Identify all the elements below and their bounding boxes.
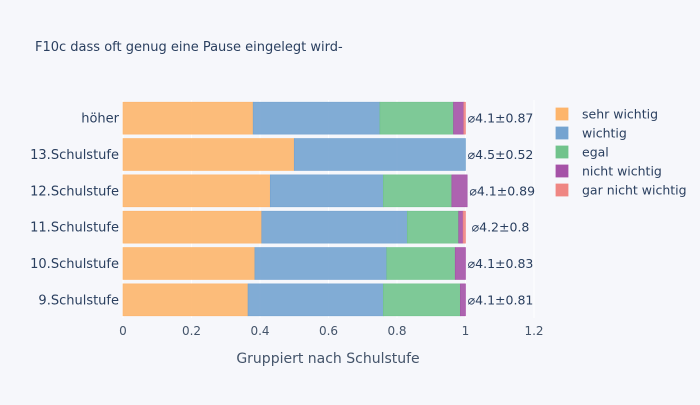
bar-annotation: ⌀4.2±0.8 [472, 220, 530, 235]
legend-swatch [555, 107, 569, 121]
bar-segment[interactable] [386, 247, 456, 280]
legend[interactable]: sehr wichtig wichtig egal nicht wichtig gar … [555, 107, 687, 198]
bar-segment[interactable] [406, 210, 459, 244]
bar-segment[interactable] [382, 283, 461, 317]
legend-label: nicht wichtig [582, 164, 662, 179]
bar-segment[interactable] [293, 138, 466, 171]
bar-annotation: ⌀4.5±0.52 [468, 147, 534, 162]
bar-annotation: ⌀4.1±0.87 [468, 111, 534, 126]
y-tick-label: 10.Schulstufe [30, 257, 119, 272]
legend-swatch [555, 164, 569, 178]
legend-label: egal [582, 145, 609, 160]
bar-segment[interactable] [122, 101, 254, 135]
x-tick-label: 1.2 [524, 324, 543, 338]
legend-label: sehr wichtig [582, 107, 658, 122]
x-tick-label: 0.4 [250, 324, 269, 338]
y-tick-label: 9.Schulstufe [38, 293, 119, 308]
x-tick-label: 0 [119, 324, 127, 338]
bar-segment[interactable] [451, 174, 468, 208]
legend-item[interactable]: wichtig [555, 126, 627, 141]
y-tick-label: 12.Schulstufe [30, 184, 119, 199]
y-tick-label: höher [81, 112, 119, 127]
bar-segment[interactable] [462, 210, 466, 244]
x-tick-label: 1 [462, 324, 470, 338]
legend-swatch [555, 145, 569, 159]
bar-segment[interactable] [453, 101, 465, 135]
bar-annotations: ⌀4.1±0.87 ⌀4.5±0.52 ⌀4.1±0.89 ⌀4.2±0.8 ⌀4.1±… [468, 111, 535, 308]
x-tick-label: 0.2 [182, 324, 201, 338]
legend-swatch [555, 183, 569, 197]
bar-segment[interactable] [122, 210, 263, 244]
gridlines [122, 100, 535, 318]
bar-segment[interactable] [379, 101, 454, 135]
bar-segment[interactable] [454, 247, 466, 280]
legend-item[interactable]: gar nicht wichtig [555, 183, 687, 198]
y-tick-label: 13.Schulstufe [30, 148, 119, 163]
x-tick-labels: 0 0.2 0.4 0.6 0.8 1 1.2 [119, 324, 543, 338]
y-tick-label: 11.Schulstufe [30, 221, 119, 236]
bar-segment[interactable] [122, 247, 256, 280]
bar-annotation: ⌀4.1±0.83 [468, 256, 534, 271]
bar-segment[interactable] [460, 283, 466, 317]
bar-segment[interactable] [247, 283, 384, 317]
bar-segment[interactable] [252, 101, 381, 135]
bar-annotation: ⌀4.1±0.89 [469, 183, 535, 198]
x-tick-label: 0.8 [387, 324, 406, 338]
bar-segment[interactable] [261, 210, 408, 244]
bar-segment[interactable] [458, 210, 464, 244]
bar-segment[interactable] [122, 283, 249, 317]
bar-segment[interactable] [269, 174, 384, 208]
legend-item[interactable]: nicht wichtig [555, 164, 662, 179]
bar-segment[interactable] [122, 174, 271, 208]
bar-segment[interactable] [122, 138, 295, 171]
legend-swatch [555, 126, 569, 140]
bar-segment[interactable] [382, 174, 453, 208]
x-tick-label: 0.6 [319, 324, 338, 338]
bar-segment[interactable] [463, 101, 466, 135]
bars [122, 101, 468, 317]
y-tick-labels: höher 13.Schulstufe 12.Schulstufe 11.Schuls… [30, 112, 120, 309]
bar-segment[interactable] [254, 247, 388, 280]
legend-label: gar nicht wichtig [582, 183, 687, 198]
bar-annotation: ⌀4.1±0.81 [468, 292, 534, 307]
legend-item[interactable]: egal [555, 145, 609, 160]
x-axis-title: Gruppiert nach Schulstufe [236, 351, 419, 367]
chart-title: F10c dass oft genug eine Pause eingelegt… [35, 40, 343, 55]
legend-item[interactable]: sehr wichtig [555, 107, 658, 122]
legend-label: wichtig [582, 126, 627, 141]
